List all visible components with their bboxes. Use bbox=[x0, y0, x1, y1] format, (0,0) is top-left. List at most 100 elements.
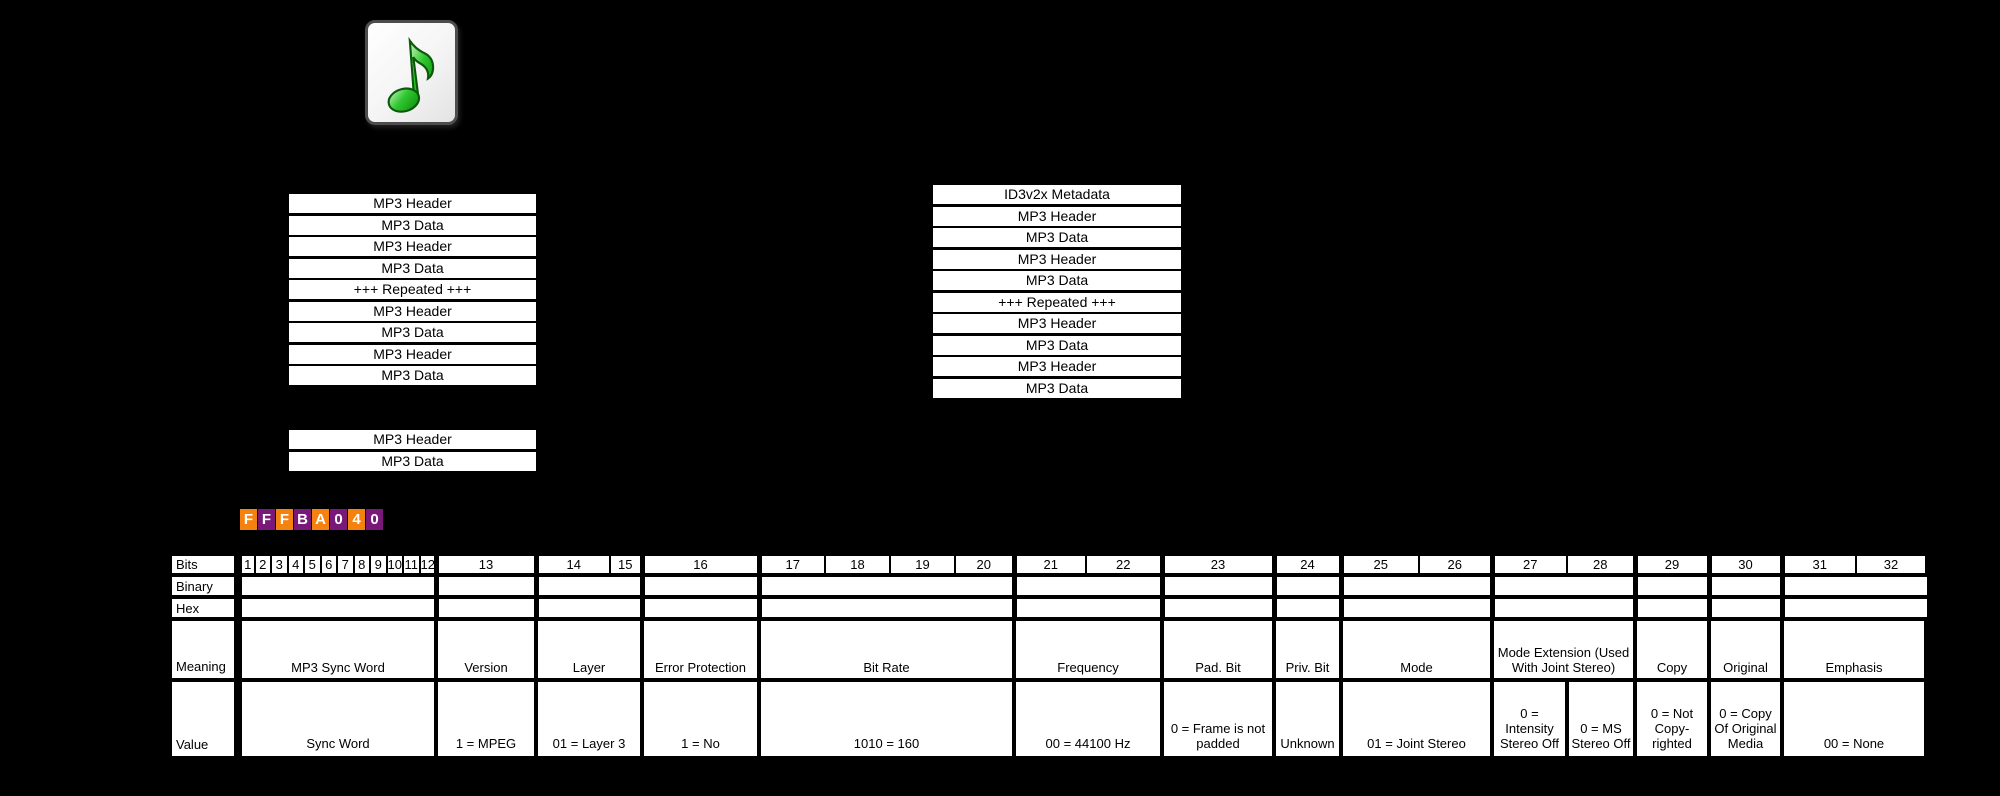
bit-number-cell: 15 bbox=[609, 552, 643, 577]
row-label: Bits bbox=[168, 552, 242, 577]
row-label: Hex bbox=[168, 595, 242, 621]
value-cell: 0 = Not Copy-righted bbox=[1633, 678, 1711, 760]
value-cell: Sync Word bbox=[236, 678, 438, 760]
hex-digit-box: A bbox=[312, 509, 329, 530]
bit-number-cell: 20 bbox=[954, 552, 1015, 577]
binary-bit-cell: 1 bbox=[889, 573, 956, 599]
row-label: Meaning bbox=[168, 617, 242, 682]
binary-bit-cell: 1 bbox=[287, 573, 305, 599]
meaning-cell: Bit Rate bbox=[757, 617, 1016, 682]
meaning-cell: Mode Extension (Used With Joint Stereo) bbox=[1490, 617, 1637, 682]
hex-digit-cell: 4 bbox=[1489, 595, 1636, 621]
binary-bit-cell: 0 bbox=[954, 573, 1015, 599]
hex-digit-cell: 0 bbox=[1779, 595, 1927, 621]
stack-box: MP3 Header bbox=[289, 237, 536, 256]
hex-digit-box: B bbox=[294, 509, 311, 530]
hex-digit-box: 0 bbox=[330, 509, 347, 530]
meaning-cell: Emphasis bbox=[1780, 617, 1928, 682]
stack-box: MP3 Data bbox=[289, 451, 536, 471]
bit-number-cell: 7 bbox=[336, 552, 355, 577]
value-row: Value Sync Word 1 = MPEG 01 = Layer 3 1 … bbox=[168, 678, 1928, 760]
binary-bit-cell: 0 bbox=[1489, 573, 1568, 599]
hex-digit-cell: A bbox=[756, 595, 1015, 621]
value-cell: 1 = No bbox=[640, 678, 761, 760]
stack-box: MP3 Header bbox=[289, 344, 536, 364]
binary-bit-cell: 1 bbox=[336, 573, 354, 599]
hex-digit-cell: F bbox=[237, 595, 305, 621]
value-cell: 1 = MPEG bbox=[434, 678, 538, 760]
row-label: Value bbox=[168, 678, 242, 760]
binary-bit-cell: 1 bbox=[353, 573, 371, 599]
bit-number-cell: 14 bbox=[533, 552, 611, 577]
frame-pair-stack: MP3 Header MP3 Data bbox=[289, 430, 536, 473]
bit-number-cell: 6 bbox=[319, 552, 338, 577]
meaning-cell: Copy bbox=[1633, 617, 1711, 682]
binary-bit-cell: 1 bbox=[270, 573, 288, 599]
binary-bit-cell: 0 bbox=[1159, 573, 1275, 599]
binary-bit-cell: 0 bbox=[1855, 573, 1927, 599]
binary-bit-cell: 1 bbox=[433, 573, 537, 599]
stack-box: ID3v2x Metadata bbox=[933, 185, 1181, 204]
binary-bit-cell: 1 bbox=[402, 573, 420, 599]
value-cell: 00 = 44100 Hz bbox=[1012, 678, 1164, 760]
hex-digit-cell bbox=[1271, 595, 1342, 621]
hex-digit-box: F bbox=[240, 509, 257, 530]
music-note-icon bbox=[387, 36, 434, 113]
bit-number-cell: 21 bbox=[1011, 552, 1087, 577]
stack-box: MP3 Header bbox=[933, 314, 1181, 333]
bit-number-cell: 30 bbox=[1706, 552, 1783, 577]
bit-number-cell: 16 bbox=[639, 552, 760, 577]
stack-box: MP3 Data bbox=[933, 378, 1181, 398]
binary-bit-cell: 1 bbox=[254, 573, 272, 599]
hex-digit-cell: 0 bbox=[1159, 595, 1275, 621]
binary-bit-cell: 0 bbox=[533, 573, 611, 599]
hex-digit-cell bbox=[1632, 595, 1710, 621]
hex-digit-box: 0 bbox=[366, 509, 383, 530]
bit-number-cell: 4 bbox=[286, 552, 305, 577]
stack-box: MP3 Header bbox=[933, 249, 1181, 269]
hex-digit-cell: F bbox=[369, 595, 437, 621]
bit-number-cell: 3 bbox=[270, 552, 289, 577]
bit-number-cell: 25 bbox=[1338, 552, 1420, 577]
bit-number-cell: 27 bbox=[1489, 552, 1568, 577]
meaning-cell: Error Protection bbox=[640, 617, 761, 682]
binary-bit-cell: 1 bbox=[609, 573, 643, 599]
bit-number-cell: 9 bbox=[369, 552, 388, 577]
bit-number-cell: 32 bbox=[1855, 552, 1927, 577]
stack-box: MP3 Data bbox=[289, 258, 536, 278]
meaning-cell: Priv. Bit bbox=[1272, 617, 1343, 682]
bit-number-cell: 13 bbox=[433, 552, 537, 577]
value-cell: 01 = Joint Stereo bbox=[1339, 678, 1494, 760]
binary-row: Binary 1 1 1 1 1 1 1 1 1 1 1 1 1 0 1 1 1… bbox=[168, 573, 1927, 599]
stack-box: MP3 Data bbox=[289, 366, 536, 385]
binary-bit-cell: 1 bbox=[1418, 573, 1493, 599]
hex-row: Hex F F F B A 0 4 0 bbox=[168, 595, 1927, 621]
hex-digit-box: 4 bbox=[348, 509, 365, 530]
binary-bit-cell: 0 bbox=[1085, 573, 1163, 599]
stack-box: MP3 Data bbox=[933, 335, 1181, 355]
bit-number-cell: 29 bbox=[1632, 552, 1710, 577]
value-cell: 01 = Layer 3 bbox=[534, 678, 644, 760]
binary-bit-cell: 0 bbox=[1779, 573, 1857, 599]
bit-number-cell: 28 bbox=[1566, 552, 1636, 577]
value-cell: 0 = Frame is not padded bbox=[1160, 678, 1276, 760]
meaning-cell: Mode bbox=[1339, 617, 1494, 682]
stack-box: MP3 Header bbox=[289, 301, 536, 321]
hex-digit-cell bbox=[1338, 595, 1493, 621]
stack-box: MP3 Header bbox=[289, 194, 536, 213]
bit-number-cell: 10 bbox=[385, 552, 404, 577]
bit-number-cell: 2 bbox=[253, 552, 272, 577]
binary-bit-cell: 0 bbox=[1566, 573, 1636, 599]
row-label: Binary bbox=[168, 573, 242, 599]
stack-box: MP3 Data bbox=[289, 215, 536, 235]
id3-mp3-file-stack: ID3v2x Metadata MP3 Header MP3 Data MP3 … bbox=[933, 185, 1181, 400]
hex-digit-cell bbox=[1706, 595, 1783, 621]
stack-box: MP3 Header bbox=[289, 430, 536, 449]
bit-number-cell: 22 bbox=[1085, 552, 1163, 577]
stack-box: MP3 Data bbox=[933, 228, 1181, 247]
binary-bit-cell: 0 bbox=[1706, 573, 1783, 599]
bit-number-cell: 17 bbox=[756, 552, 826, 577]
bit-number-cell: 31 bbox=[1779, 552, 1857, 577]
meaning-cell: Frequency bbox=[1012, 617, 1164, 682]
bit-number-cell: 11 bbox=[402, 552, 421, 577]
